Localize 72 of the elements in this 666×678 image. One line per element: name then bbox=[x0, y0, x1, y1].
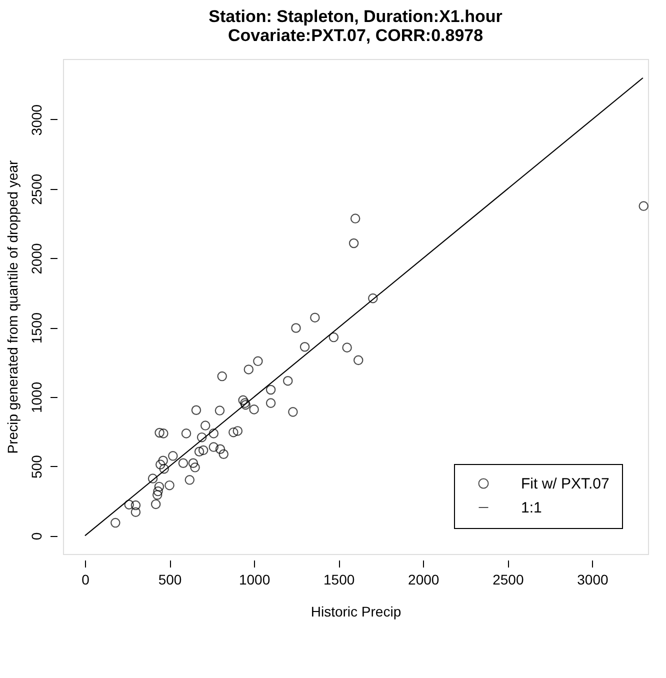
point bbox=[215, 444, 226, 454]
point bbox=[328, 332, 339, 342]
point bbox=[214, 406, 225, 416]
point bbox=[154, 482, 164, 492]
point bbox=[154, 428, 164, 438]
point bbox=[150, 499, 161, 510]
y-axis-title: Precip generated from quantile of dropped year bbox=[4, 160, 20, 454]
legend-label: Fit w/ PXT.07 bbox=[521, 476, 610, 492]
x-tick-label: 2500 bbox=[492, 572, 524, 588]
y-tick-label: 500 bbox=[28, 454, 44, 478]
point bbox=[110, 518, 120, 528]
point bbox=[124, 500, 134, 510]
point bbox=[168, 451, 178, 461]
x-tick-label: 500 bbox=[158, 572, 182, 588]
point bbox=[194, 446, 204, 456]
y-tick-label: 1000 bbox=[28, 382, 44, 414]
point bbox=[130, 507, 141, 517]
point bbox=[164, 480, 174, 490]
point bbox=[190, 462, 200, 472]
point bbox=[282, 376, 293, 386]
point bbox=[638, 201, 648, 211]
point bbox=[238, 395, 248, 406]
point bbox=[249, 404, 259, 414]
point bbox=[159, 464, 169, 474]
y-tick-label: 2000 bbox=[28, 242, 44, 274]
point bbox=[152, 490, 162, 500]
y-tick-label: 1500 bbox=[28, 312, 44, 344]
x-tick-label: 1000 bbox=[238, 572, 270, 588]
point bbox=[200, 420, 210, 430]
point bbox=[208, 428, 219, 438]
x-tick-label: 2000 bbox=[408, 572, 440, 588]
point bbox=[244, 364, 254, 374]
point bbox=[350, 214, 360, 224]
point bbox=[156, 460, 166, 470]
x-tick-label: 0 bbox=[82, 572, 90, 588]
point bbox=[188, 458, 198, 468]
point bbox=[368, 293, 378, 304]
point bbox=[228, 427, 238, 438]
point bbox=[218, 449, 228, 459]
point bbox=[178, 458, 188, 468]
point bbox=[217, 371, 227, 382]
point bbox=[148, 474, 158, 484]
point bbox=[353, 355, 364, 366]
point bbox=[208, 442, 219, 452]
point bbox=[348, 238, 359, 248]
point bbox=[130, 500, 141, 510]
point bbox=[191, 405, 202, 416]
point bbox=[158, 456, 168, 466]
point bbox=[288, 407, 298, 417]
point bbox=[158, 428, 168, 438]
y-tick-label: 2500 bbox=[28, 174, 44, 205]
x-tick-label: 3000 bbox=[577, 572, 608, 588]
text: Covariate:PXT.07, CORR:0.8978 bbox=[228, 26, 484, 45]
x-axis-title: Historic Precip bbox=[310, 604, 402, 620]
point bbox=[300, 342, 310, 352]
point bbox=[153, 486, 163, 496]
point bbox=[196, 432, 207, 442]
y-tick-label: 0 bbox=[28, 532, 44, 540]
text: Station: Stapleton, Duration:X1.hour bbox=[208, 7, 502, 26]
point bbox=[266, 384, 276, 395]
point bbox=[198, 445, 208, 456]
point bbox=[310, 312, 320, 322]
point bbox=[181, 428, 192, 438]
y-tick-label: 3000 bbox=[28, 104, 44, 136]
point bbox=[253, 356, 263, 366]
x-tick-label: 1500 bbox=[324, 572, 355, 588]
point bbox=[232, 426, 243, 436]
legend-label: 1:1 bbox=[521, 500, 542, 516]
point bbox=[342, 342, 352, 352]
point bbox=[291, 323, 301, 333]
point bbox=[184, 475, 195, 485]
point bbox=[266, 398, 276, 408]
